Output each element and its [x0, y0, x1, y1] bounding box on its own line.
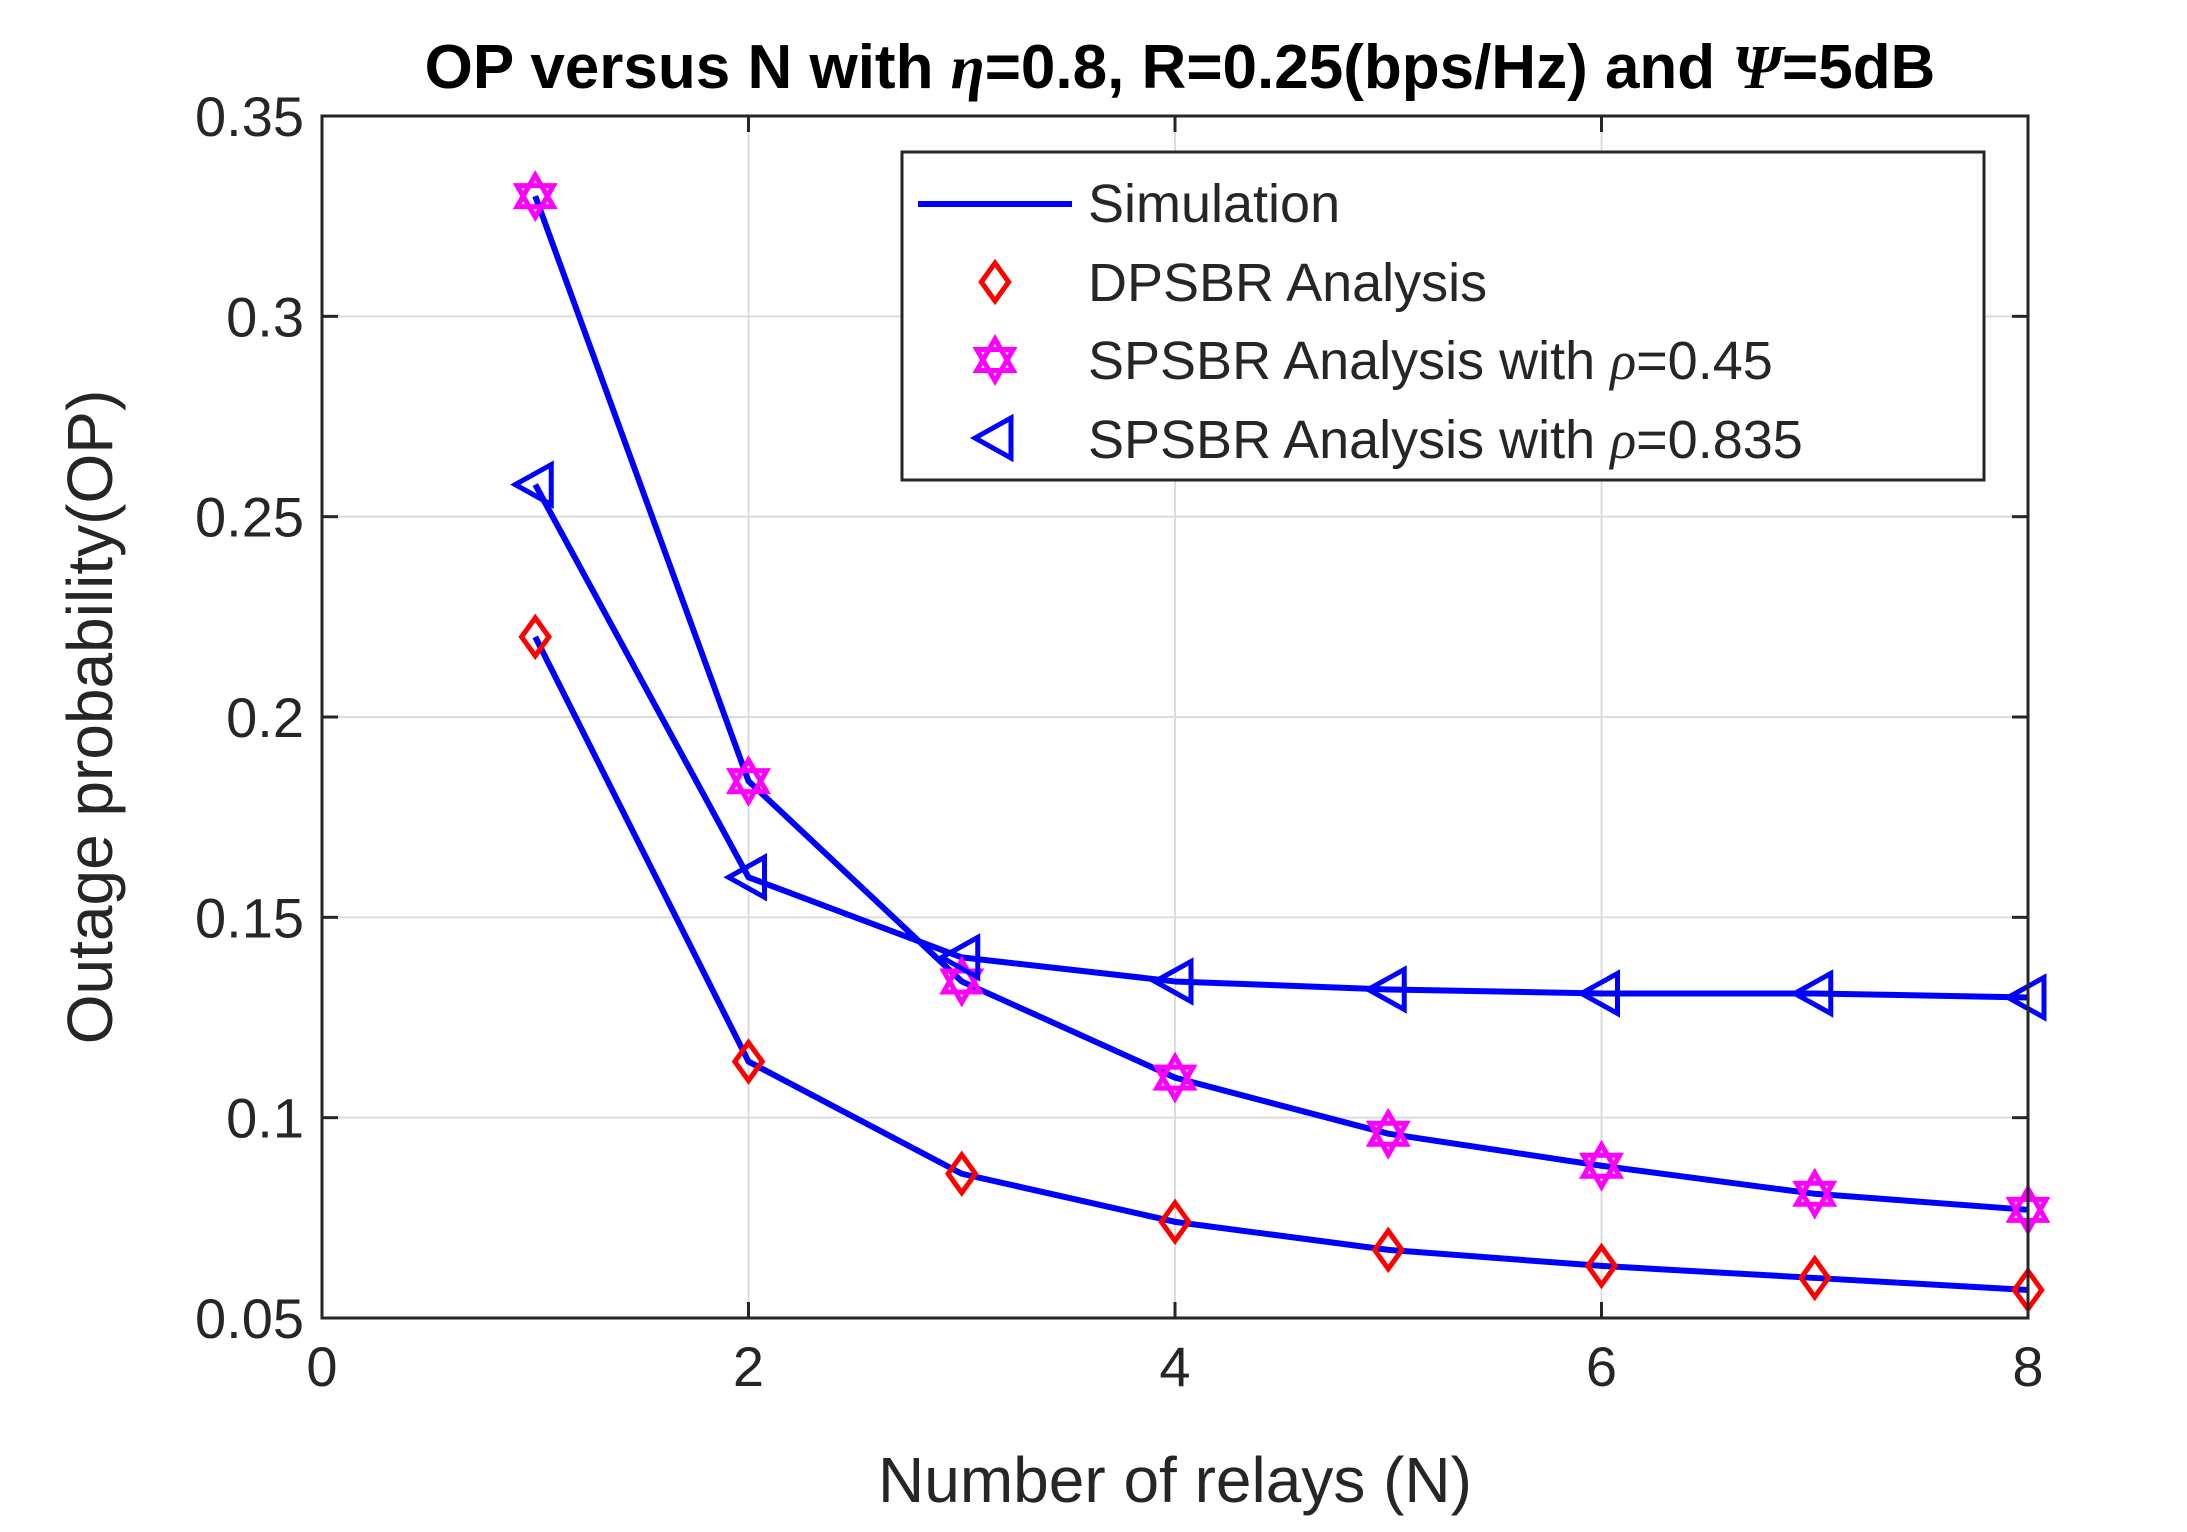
legend: Simulation DPSBR Analysis SPSBR Analysis…	[900, 150, 1986, 482]
data-point-s1	[1584, 1242, 1619, 1290]
data-point-s2	[725, 755, 772, 808]
legend-simulation-label: Simulation	[1088, 174, 1340, 234]
data-point-s1	[731, 1038, 766, 1085]
ticks: 0 2 4 6 8 0.05 0.1 0.15 0.2 0.25 0.3 0.35	[195, 85, 2044, 1398]
data-point-s2-up	[725, 755, 772, 795]
legend-spsbr0835-label: SPSBR Analysis with ρ=0.835	[1088, 410, 1803, 470]
series-line-1	[532, 635, 2029, 1293]
legend-spsbr0835-marker	[969, 413, 1014, 463]
data-point-s2-down	[725, 768, 772, 808]
data-point-s2	[1152, 1051, 1198, 1104]
plot-frame	[320, 114, 2030, 1320]
data-point-s2-up	[512, 170, 558, 210]
legend-marker-hexagram-down	[972, 347, 1018, 387]
data-point-s2-down	[512, 183, 558, 223]
series-line-3	[532, 483, 2029, 1001]
x-tick-label: 6	[1586, 1335, 1617, 1398]
legend-box	[900, 150, 1986, 482]
legend-dpsbr-label: DPSBR Analysis	[1088, 253, 1487, 313]
data-point-s3	[2002, 973, 2047, 1022]
data-point-s3	[1789, 969, 1834, 1018]
legend-spsbr045-label: SPSBR Analysis with ρ=0.45	[1088, 331, 1773, 391]
legend-marker-hexagram	[972, 333, 1018, 387]
data-point-s3	[1149, 957, 1194, 1006]
legend-marker-triangle	[969, 413, 1014, 463]
y-tick-label: 0.35	[195, 85, 304, 148]
data-point-s2	[512, 170, 558, 223]
data-point-s2-down	[1365, 1120, 1411, 1160]
x-axis-label: Number of relays (N)	[878, 1444, 1472, 1516]
y-tick-label: 0.1	[226, 1087, 304, 1150]
y-axis-label: Outage probability(OP)	[54, 390, 126, 1045]
y-tick-label: 0.05	[195, 1287, 304, 1350]
data-point-s2-down	[1152, 1064, 1198, 1104]
series-group	[510, 170, 2051, 1314]
data-point-s2-down	[1792, 1180, 1838, 1220]
data-point-s3	[1576, 969, 1620, 1018]
chart-title: OP versus N with η=0.8, R=0.25(bps/Hz) a…	[425, 33, 1936, 102]
data-point-s2-up	[1365, 1107, 1411, 1147]
y-tick-label: 0.3	[226, 285, 304, 348]
series-line-2	[532, 195, 2029, 1213]
data-point-s1	[944, 1150, 979, 1198]
data-point-s3	[510, 460, 554, 509]
x-tick-label: 2	[733, 1335, 764, 1398]
data-point-s2-up	[1578, 1139, 1625, 1179]
x-tick-label: 8	[2012, 1335, 2043, 1398]
data-point-s3	[723, 853, 767, 902]
data-point-s2-up	[1152, 1051, 1198, 1091]
legend-marker-hexagram-up	[972, 333, 1018, 373]
legend-dpsbr-marker	[978, 258, 1012, 306]
data-point-s2-up	[1792, 1167, 1838, 1207]
y-tick-label: 0.25	[195, 486, 304, 549]
x-tick-label: 4	[1159, 1335, 1190, 1398]
data-point-s2	[1792, 1167, 1838, 1220]
data-point-s2	[1578, 1139, 1625, 1192]
data-point-s2-down	[1578, 1152, 1625, 1192]
legend-marker-diamond	[978, 258, 1012, 306]
data-point-s1	[1371, 1226, 1406, 1274]
data-point-s2	[1365, 1107, 1411, 1160]
y-tick-label: 0.2	[226, 686, 304, 749]
x-tick-label: 0	[306, 1335, 337, 1398]
data-point-s1	[1158, 1198, 1192, 1246]
data-point-s1	[1797, 1254, 1832, 1302]
data-point-s3	[1363, 965, 1407, 1014]
data-point-s3	[936, 933, 981, 982]
legend-spsbr045-marker	[972, 333, 1018, 387]
y-tick-label: 0.15	[195, 886, 304, 949]
data-point-s1	[518, 613, 553, 661]
